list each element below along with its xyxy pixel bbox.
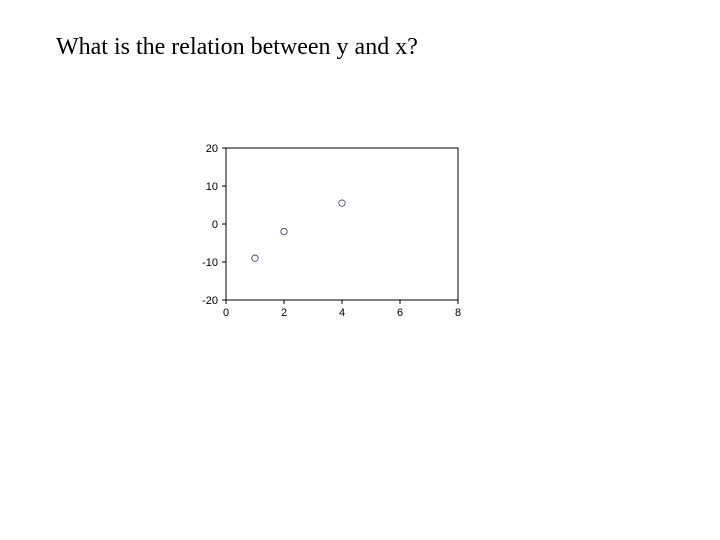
y-tick-label: -10 bbox=[202, 257, 218, 269]
page-root: What is the relation between y and x? 0 2… bbox=[0, 0, 720, 540]
x-tick-label: 8 bbox=[455, 307, 461, 319]
scatter-chart: 0 2 4 6 8 -20 -10 0 10 20 bbox=[188, 140, 488, 340]
x-tick-label: 0 bbox=[223, 307, 229, 319]
y-tick-label: -20 bbox=[202, 295, 218, 307]
question-title: What is the relation between y and x? bbox=[56, 34, 418, 61]
x-tick-label: 2 bbox=[281, 307, 287, 319]
y-tick-label: 10 bbox=[206, 181, 218, 193]
x-tick-label: 6 bbox=[397, 307, 403, 319]
y-tick-label: 0 bbox=[212, 219, 218, 231]
y-tick-label: 20 bbox=[206, 143, 218, 155]
x-tick-label: 4 bbox=[339, 307, 345, 319]
chart-svg: 0 2 4 6 8 -20 -10 0 10 20 bbox=[188, 140, 466, 324]
